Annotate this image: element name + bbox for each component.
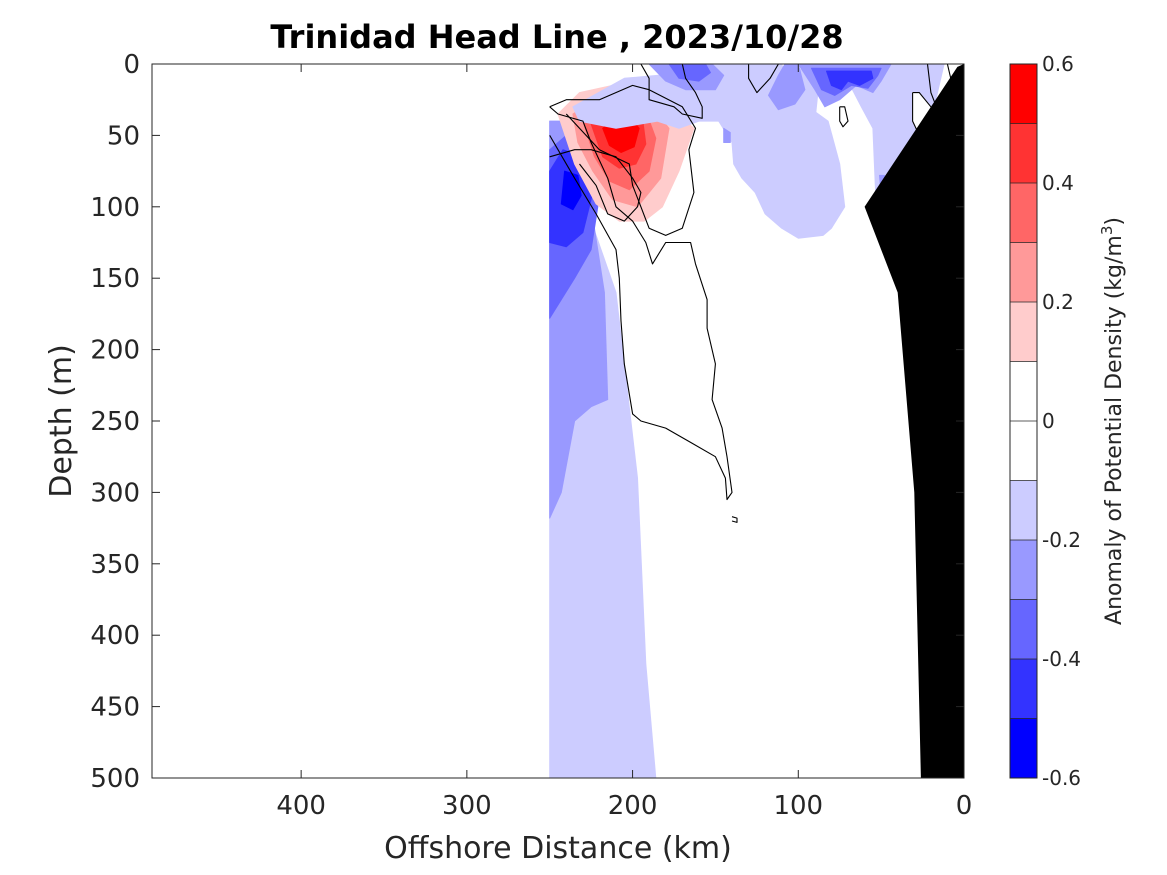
colorbar: 0.6 0.4 0.2 0 -0.2 -0.4 -0.6 Anomaly of Potent… bbox=[1009, 52, 1127, 790]
colorbar-tick-label-0.4: 0.4 bbox=[1042, 171, 1074, 195]
colorbar-tick-label-0: 0 bbox=[1042, 409, 1055, 433]
colorbar-swatch-4 bbox=[1010, 302, 1037, 362]
y-tick-label-450: 450 bbox=[90, 693, 140, 723]
y-tick-label-100: 100 bbox=[90, 193, 140, 223]
y-tick-label-400: 400 bbox=[90, 621, 140, 651]
colorbar-label-suffix: ) bbox=[1102, 217, 1127, 226]
zero-contour-1 bbox=[549, 84, 697, 236]
y-tick-label-200: 200 bbox=[90, 336, 140, 366]
chart-title: Trinidad Head Line , 2023/10/28 bbox=[270, 18, 843, 56]
colorbar-tick-label--0.4: -0.4 bbox=[1042, 647, 1081, 671]
zero-contour-3 bbox=[731, 516, 738, 523]
colorbar-tick-label-0.2: 0.2 bbox=[1042, 290, 1074, 314]
y-tick-label-500: 500 bbox=[90, 764, 140, 794]
colorbar-swatch-5 bbox=[1010, 361, 1037, 421]
zero-contour-5 bbox=[748, 64, 779, 94]
colorbar-swatch-10 bbox=[1010, 659, 1037, 719]
x-axis: 400 300 200 100 0 bbox=[276, 64, 972, 821]
y-tick-label-250: 250 bbox=[90, 407, 140, 437]
x-tick-label-300: 300 bbox=[442, 791, 492, 821]
anomaly-region-22 bbox=[826, 70, 874, 91]
y-axis: 0 50 100 150 200 250 300 350 400 450 500 bbox=[90, 50, 964, 794]
colorbar-label: Anomaly of Potential Density (kg/m3) bbox=[1098, 217, 1127, 625]
colorbar-tick-label--0.2: -0.2 bbox=[1042, 528, 1081, 552]
y-tick-label-150: 150 bbox=[90, 264, 140, 294]
colorbar-label-main: Anomaly of Potential Density (kg/m bbox=[1102, 235, 1127, 625]
anomaly-region-17 bbox=[723, 127, 731, 143]
colorbar-frame bbox=[1009, 63, 1038, 779]
x-tick-label-0: 0 bbox=[956, 791, 973, 821]
zero-contour-4 bbox=[640, 64, 703, 119]
colorbar-swatch-7 bbox=[1010, 480, 1037, 540]
colorbar-swatch-1 bbox=[1010, 123, 1037, 183]
zero-contour-6 bbox=[839, 106, 849, 128]
colorbar-swatch-2 bbox=[1010, 183, 1037, 243]
colorbar-label-superscript: 3 bbox=[1098, 226, 1116, 236]
y-axis-label: Depth (m) bbox=[44, 344, 79, 498]
x-tick-label-200: 200 bbox=[608, 791, 658, 821]
zero-contour-0 bbox=[549, 106, 733, 501]
plot-area bbox=[151, 63, 965, 779]
colorbar-swatch-6 bbox=[1010, 421, 1037, 481]
x-axis-label: Offshore Distance (km) bbox=[384, 831, 732, 866]
colorbar-swatch-9 bbox=[1010, 599, 1037, 659]
zero-contour-2 bbox=[549, 149, 642, 222]
y-tick-label-0: 0 bbox=[123, 50, 140, 80]
anomaly-region-18 bbox=[768, 64, 806, 111]
bathymetry-shelf bbox=[864, 64, 964, 778]
anomaly-region-16 bbox=[668, 64, 711, 82]
colorbar-swatch-0 bbox=[1010, 64, 1037, 124]
colorbar-tick-label-0.6: 0.6 bbox=[1042, 52, 1074, 76]
colorbar-swatch-11 bbox=[1010, 718, 1037, 778]
y-tick-label-300: 300 bbox=[90, 478, 140, 508]
y-tick-label-350: 350 bbox=[90, 550, 140, 580]
x-tick-label-400: 400 bbox=[276, 791, 326, 821]
colorbar-tick-label--0.6: -0.6 bbox=[1042, 766, 1081, 790]
colorbar-swatch-8 bbox=[1010, 540, 1037, 600]
colorbar-swatch-3 bbox=[1010, 242, 1037, 302]
y-tick-label-50: 50 bbox=[107, 121, 140, 151]
x-tick-label-100: 100 bbox=[773, 791, 823, 821]
